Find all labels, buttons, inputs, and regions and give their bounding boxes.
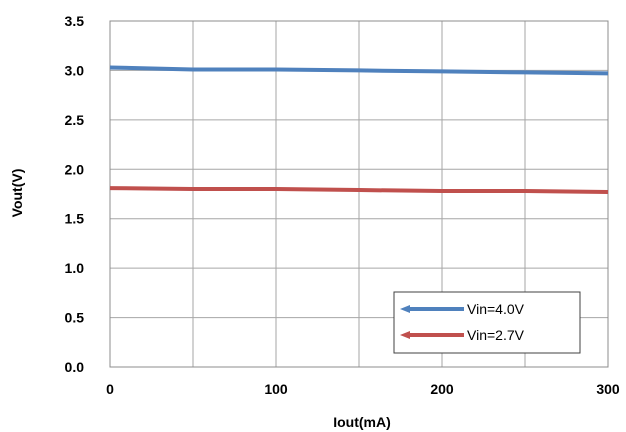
plot-border xyxy=(109,20,609,368)
legend-entry: Vin=2.7V xyxy=(400,327,525,343)
y-tick-label: 1.5 xyxy=(65,211,85,227)
legend-entry: Vin=4.0V xyxy=(400,301,525,317)
x-tick-label: 0 xyxy=(106,381,114,397)
x-axis-title: Iout(mA) xyxy=(333,414,391,430)
legend-label: Vin=4.0V xyxy=(467,301,525,317)
y-axis: 0.0 0.5 1.0 1.5 2.0 2.5 3.0 3.5 xyxy=(65,13,85,375)
x-axis: 0 100 200 300 xyxy=(106,381,620,397)
y-tick-label: 2.5 xyxy=(65,112,85,128)
y-tick-label: 0.0 xyxy=(65,359,85,375)
y-tick-label: 2.0 xyxy=(65,161,85,177)
legend: Vin=4.0V Vin=2.7V xyxy=(393,291,581,354)
y-tick-label: 1.0 xyxy=(65,260,85,276)
x-tick-label: 100 xyxy=(264,381,288,397)
legend-arrow xyxy=(400,331,410,339)
plot-area xyxy=(109,20,609,368)
legend-label: Vin=2.7V xyxy=(467,327,525,343)
series-line-1 xyxy=(109,65,609,76)
x-tick-label: 300 xyxy=(596,381,620,397)
y-tick-label: 0.5 xyxy=(65,310,85,326)
series-line-2 xyxy=(109,186,609,195)
legend-box xyxy=(393,291,581,354)
y-tick-label: 3.5 xyxy=(65,13,85,29)
series-layer xyxy=(109,65,609,195)
y-axis-title: Vout(V) xyxy=(9,169,25,218)
legend-arrow xyxy=(400,305,410,313)
x-tick-label: 200 xyxy=(430,381,454,397)
y-tick-label: 3.0 xyxy=(65,62,85,78)
